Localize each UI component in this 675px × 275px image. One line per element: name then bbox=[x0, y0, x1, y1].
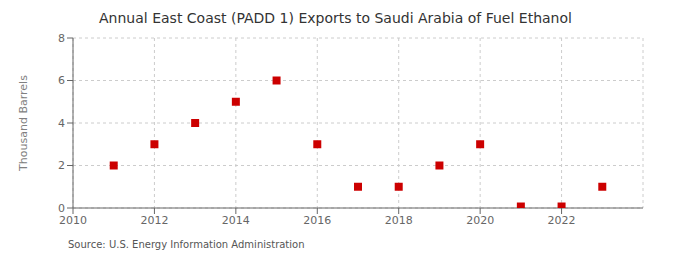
svg-text:6: 6 bbox=[58, 74, 65, 87]
svg-text:2012: 2012 bbox=[140, 214, 168, 227]
svg-text:0: 0 bbox=[58, 202, 65, 215]
svg-text:2020: 2020 bbox=[466, 214, 494, 227]
html-text:Annual East Coast (PADD 1) Exp: Annual East Coast (PADD 1) Exports to Sa… bbox=[99, 10, 572, 26]
svg-text:2022: 2022 bbox=[548, 214, 576, 227]
svg-text:2018: 2018 bbox=[385, 214, 413, 227]
svg-text:2: 2 bbox=[58, 159, 65, 172]
svg-text:4: 4 bbox=[58, 117, 65, 130]
svg-text:Thousand Barrels: Thousand Barrels bbox=[17, 75, 30, 172]
svg-text:2016: 2016 bbox=[303, 214, 331, 227]
svg-text:8: 8 bbox=[58, 32, 65, 45]
html-text:Source: U.S. Energy Informatio: Source: U.S. Energy Information Administ… bbox=[68, 239, 305, 250]
svg-text:2010: 2010 bbox=[59, 214, 87, 227]
svg-text:2014: 2014 bbox=[222, 214, 250, 227]
